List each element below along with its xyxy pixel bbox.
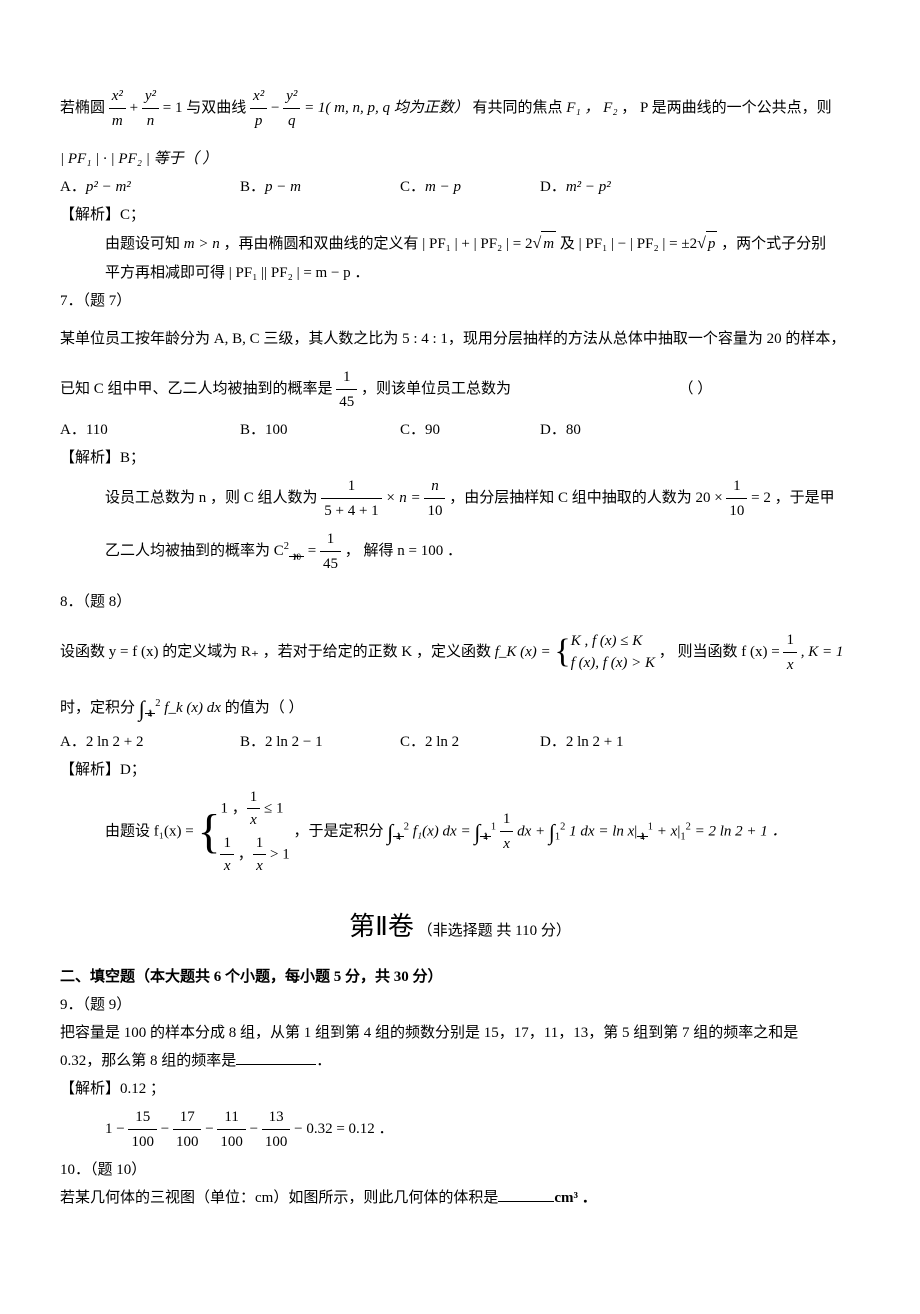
q7-stem-l2: 已知 C 组中甲、乙二人均被抽到的概率是 145 ，则该单位员工总数为 （ ） xyxy=(60,365,860,414)
q6-solution-l1: 由题设可知 m > n ，再由椭圆和双曲线的定义有 | PF₁ | + | PF… xyxy=(60,231,860,257)
q7-options: A．110 B．100 C．90 D．80 xyxy=(60,418,860,442)
q6-stem-line2: | PF₁ | · | PF₂ | 等于（ ） xyxy=(60,147,860,171)
frac-x2-p: x²p xyxy=(250,84,267,133)
q9-solution-head: 【解析】0.12 ； xyxy=(60,1077,860,1101)
q8-stem-l1: 设函数 y = f (x) 的定义域为 R₊ ，若对于给定的正数 K ，定义函数… xyxy=(60,628,860,677)
q9-stem-l2: 0.32，那么第 8 组的频率是． xyxy=(60,1049,860,1073)
expr: | PF₁ | · | PF₂ | 等于（ ） xyxy=(60,151,217,167)
part2-title: 第Ⅱ卷 （非选择题 共 110 分） xyxy=(60,906,860,948)
text: 若椭圆 xyxy=(60,100,109,116)
q7-solution-l1: 设员工总数为 n ，则 C 组人数为 15 + 4 + 1 × n = n10 … xyxy=(60,474,860,523)
text: 有共同的焦点 xyxy=(473,100,567,116)
option-a: A．2 ln 2 + 2 xyxy=(60,730,240,754)
q10-number: 10．（题 10） xyxy=(60,1158,860,1182)
minus: − xyxy=(271,100,283,116)
fill-blank xyxy=(236,1064,316,1065)
foci: F₁ ， F₂ xyxy=(566,100,621,116)
q9-solution-calc: 1 − 15100 − 17100 − 11100 − 13100 − 0.32… xyxy=(60,1105,860,1154)
q8-options: A．2 ln 2 + 2 B．2 ln 2 − 1 C．2 ln 2 D．2 l… xyxy=(60,730,860,754)
q8-number: 8．（题 8） xyxy=(60,590,860,614)
q7-solution-l2: 乙二人均被抽到的概率为 C2n10 = 145 ， 解得 n = 100 ． xyxy=(60,527,860,576)
option-b: B．p − m xyxy=(240,175,400,199)
frac-x2-m: x²m xyxy=(109,84,126,133)
piecewise: { K , f (x) ≤ K f (x), f (x) > K xyxy=(554,630,655,675)
q6-options: A．p² − m² B．p − m C．m − p D．m² − p² xyxy=(60,175,860,199)
q8-solution-l1: 由题设 f₁(x) = { 1 ，1x ≤ 1 1x ，1x > 1 ，于是定积… xyxy=(60,786,860,878)
cond: = 1( m, n, p, q 均为正数） xyxy=(304,100,469,116)
option-a: A．110 xyxy=(60,418,240,442)
option-d: D．2 ln 2 + 1 xyxy=(540,730,700,754)
q7-number: 7．（题 7） xyxy=(60,289,860,313)
option-c: C．90 xyxy=(400,418,540,442)
fill-blank xyxy=(498,1201,554,1202)
answer: C； xyxy=(120,207,145,223)
q6-solution-head: 【解析】C； xyxy=(60,203,860,227)
integral-icon: ∫ xyxy=(139,696,145,721)
option-a: A．p² − m² xyxy=(60,175,240,199)
text: ， P 是两曲线的一个公共点，则 xyxy=(621,100,831,116)
label: 【解析】 xyxy=(60,207,120,223)
section2-heading: 二、填空题（本大题共 6 个小题，每小题 5 分，共 30 分） xyxy=(60,965,860,989)
q9-stem-l1: 把容量是 100 的样本分成 8 组，从第 1 组到第 4 组的频数分别是 15… xyxy=(60,1021,860,1045)
plus: + xyxy=(130,100,142,116)
q6-solution-l2: 平方再相减即可得 | PF₁ || PF₂ | = m − p ． xyxy=(60,261,860,285)
option-b: B．2 ln 2 − 1 xyxy=(240,730,400,754)
q8-solution-head: 【解析】D； xyxy=(60,758,860,782)
option-d: D．80 xyxy=(540,418,700,442)
text: 与双曲线 xyxy=(186,100,250,116)
frac-y2-n: y²n xyxy=(142,84,159,133)
frac-y2-q: y²q xyxy=(283,84,300,133)
option-c: C．m − p xyxy=(400,175,540,199)
option-b: B．100 xyxy=(240,418,400,442)
frac-1-45: 145 xyxy=(336,365,357,414)
q10-stem: 若某几何体的三视图（单位：cm）如图所示，则此几何体的体积是cm³ ． xyxy=(60,1186,860,1210)
q6-stem-line1: 若椭圆 x²m + y²n = 1 与双曲线 x²p − y²q = 1( m,… xyxy=(60,84,860,133)
q8-stem-l2: 时，定积分 ∫142 f_k (x) dx 的值为（ ） xyxy=(60,691,860,726)
q9-number: 9．（题 9） xyxy=(60,993,860,1017)
option-c: C．2 ln 2 xyxy=(400,730,540,754)
q7-stem-l1: 某单位员工按年龄分为 A, B, C 三级，其人数之比为 5 : 4 : 1，现… xyxy=(60,327,860,351)
eq: = 1 xyxy=(163,100,183,116)
q7-solution-head: 【解析】B； xyxy=(60,446,860,470)
option-d: D．m² − p² xyxy=(540,175,700,199)
